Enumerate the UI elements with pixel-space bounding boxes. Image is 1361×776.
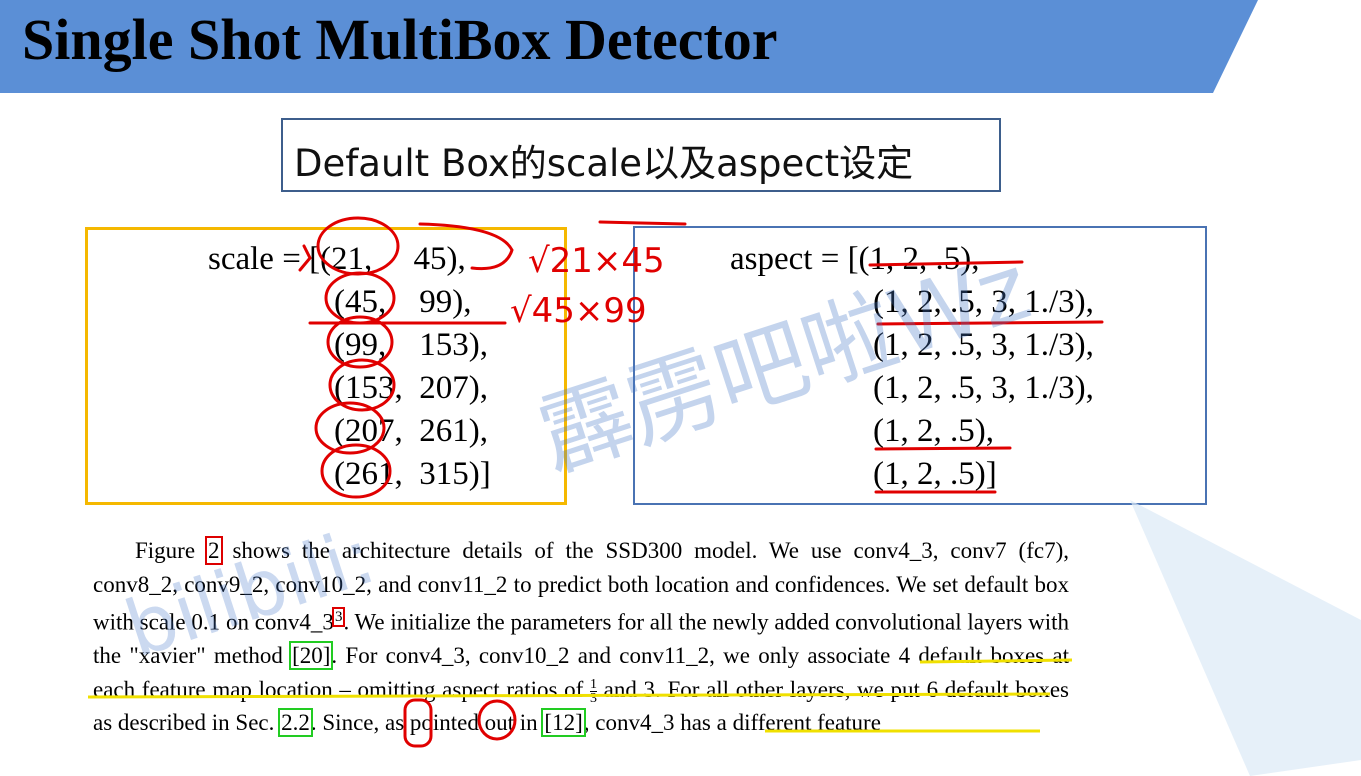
scale-line-5: (207, 261), bbox=[334, 413, 488, 449]
para-text: Figure bbox=[135, 538, 207, 563]
fraction-numerator: 1 bbox=[589, 676, 597, 692]
aspect-line-3: (1, 2, .5, 3, 1./3), bbox=[873, 327, 1094, 363]
subtitle: Default Box的scale以及aspect设定 bbox=[294, 142, 914, 185]
scale-line-2: (45, 99), bbox=[334, 284, 472, 320]
header-bar: Single Shot MultiBox Detector bbox=[0, 0, 1361, 93]
aspect-box bbox=[633, 226, 1207, 505]
subtitle-box bbox=[281, 118, 1001, 192]
citation-ref-20[interactable]: [20] bbox=[289, 641, 334, 671]
aspect-line-2: (1, 2, .5, 3, 1./3), bbox=[873, 284, 1094, 320]
para-text: shows the architecture details of the SS… bbox=[93, 538, 1069, 635]
citation-ref-12[interactable]: [12] bbox=[541, 708, 586, 738]
aspect-line-1: aspect = [(1, 2, .5), bbox=[730, 241, 980, 277]
figure-ref[interactable]: 2 bbox=[205, 536, 223, 565]
section-ref[interactable]: 2.2 bbox=[278, 708, 313, 738]
aspect-line-5: (1, 2, .5), bbox=[873, 413, 994, 449]
scale-line-6: (261, 315)] bbox=[334, 456, 491, 492]
aspect-line-6: (1, 2, .5)] bbox=[873, 456, 997, 492]
para-text: . Since, as pointed out in bbox=[310, 710, 544, 736]
para-text: . We initialize the parameters for all t… bbox=[93, 609, 1069, 669]
page-title: Single Shot MultiBox Detector bbox=[22, 7, 778, 72]
footnote-ref[interactable]: 3 bbox=[332, 607, 346, 627]
annotation-overline bbox=[598, 220, 687, 226]
decor-triangle bbox=[1130, 500, 1361, 776]
scale-line-4: (153, 207), bbox=[334, 370, 488, 406]
header-background bbox=[0, 0, 1258, 93]
para-text: , conv4_3 has a different feature bbox=[583, 710, 881, 736]
aspect-line-4: (1, 2, .5, 3, 1./3), bbox=[873, 370, 1094, 406]
scale-line-1: scale = [(21, 45), bbox=[208, 241, 466, 277]
scale-line-3: (99, 153), bbox=[334, 327, 488, 363]
fraction-denominator: 3 bbox=[589, 690, 597, 706]
